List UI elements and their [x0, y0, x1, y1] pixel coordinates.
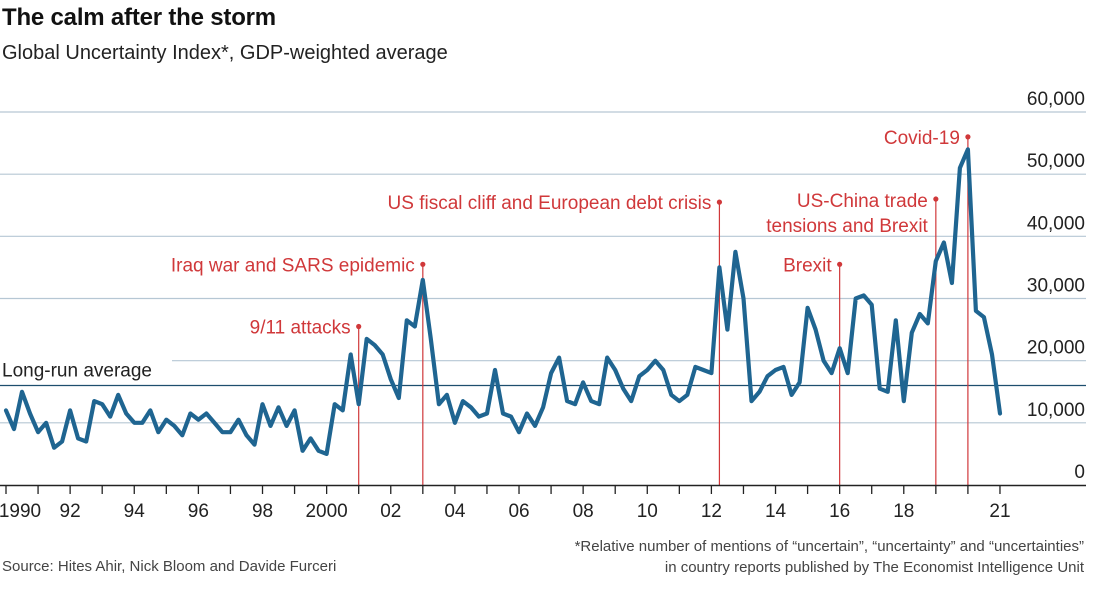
- x-tick-label-18: 18: [893, 501, 914, 522]
- footnote-line-2: in country reports published by The Econ…: [664, 559, 1084, 576]
- annotation-label-1: Iraq war and SARS epidemic: [171, 255, 415, 276]
- source-note: Source: Hites Ahir, Nick Bloom and David…: [2, 558, 337, 575]
- annotation-dot-3: [837, 261, 843, 267]
- x-tick-label-16: 16: [829, 501, 850, 522]
- x-tick-label-10: 10: [637, 501, 658, 522]
- footnote-line-1: *Relative number of mentions of “uncerta…: [574, 538, 1084, 555]
- chart-title: The calm after the storm: [2, 4, 276, 31]
- x-tick-label-98: 98: [252, 501, 273, 522]
- y-tick-label-30000: 30,000: [1027, 276, 1085, 297]
- y-tick-label-60000: 60,000: [1027, 89, 1085, 110]
- x-tick-label-12: 12: [701, 501, 722, 522]
- x-tick-label-04: 04: [444, 501, 466, 522]
- long-run-average-label: Long-run average: [2, 361, 152, 382]
- x-tick-label-2000: 2000: [305, 501, 347, 522]
- x-tick-label-94: 94: [124, 501, 146, 522]
- x-tick-label-08: 08: [573, 501, 594, 522]
- x-tick-label-96: 96: [188, 501, 209, 522]
- footnote: *Relative number of mentions of “uncerta…: [464, 536, 1084, 578]
- x-tick-label-02: 02: [380, 501, 401, 522]
- y-tick-label-10000: 10,000: [1027, 400, 1085, 421]
- x-tick-label-06: 06: [508, 501, 529, 522]
- annotation-dot-5: [965, 134, 971, 140]
- x-tick-label-1990: 1990: [0, 501, 41, 522]
- x-tick-label-21: 21: [989, 501, 1010, 522]
- annotation-dot-0: [356, 323, 362, 330]
- annotation-dot-4: [933, 196, 939, 202]
- y-tick-label-0: 0: [1074, 462, 1085, 483]
- long-run-average-label-bg: [0, 359, 172, 382]
- annotation-label-5: Covid-19: [884, 128, 960, 149]
- annotation-label-0: 9/11 attacks: [250, 317, 351, 338]
- y-tick-label-40000: 40,000: [1027, 213, 1085, 234]
- x-tick-label-14: 14: [765, 501, 787, 522]
- annotation-label-2: US fiscal cliff and European debt crisis: [388, 193, 712, 214]
- annotation-label-4-line2: tensions and Brexit: [766, 216, 928, 237]
- y-tick-label-50000: 50,000: [1027, 151, 1085, 172]
- series-line-0: [3, 147, 1003, 456]
- chart-subtitle: Global Uncertainty Index*, GDP-weighted …: [2, 42, 448, 64]
- annotation-label-4-line1: US-China trade: [797, 191, 928, 212]
- y-tick-label-20000: 20,000: [1027, 338, 1085, 359]
- annotation-label-3: Brexit: [783, 255, 832, 276]
- annotation-dot-1: [420, 261, 426, 267]
- annotation-dot-2: [716, 199, 723, 205]
- x-tick-label-92: 92: [60, 501, 81, 522]
